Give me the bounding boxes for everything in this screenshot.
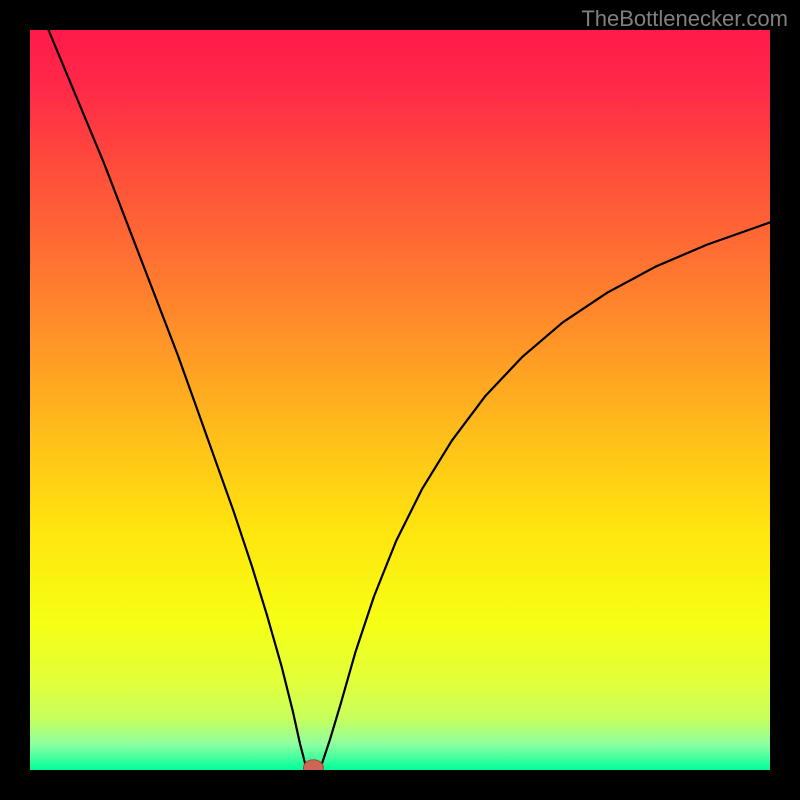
plot-area (30, 30, 770, 776)
chart-container: TheBottlenecker.com (0, 0, 800, 800)
watermark-text: TheBottlenecker.com (581, 6, 788, 32)
gradient-background (30, 30, 770, 770)
bottleneck-curve-chart (0, 0, 800, 800)
